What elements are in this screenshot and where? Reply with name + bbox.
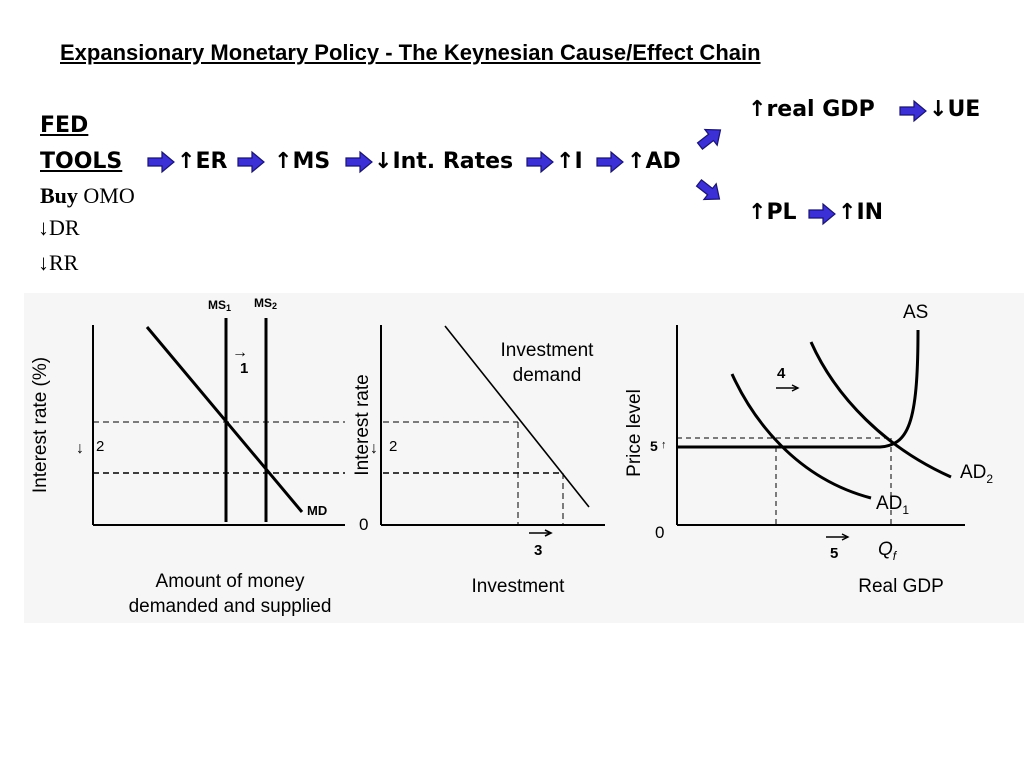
ad-item: ↑AD <box>627 149 681 174</box>
step-2-label: 2 <box>389 438 397 455</box>
down-arrow-icon: ↓ <box>38 250 49 275</box>
price-step-label: 5 <box>650 438 658 454</box>
money-market-graph: Interest rate (%) Amount of money demand… <box>30 296 345 617</box>
up-arrow-icon: ↑ <box>661 439 667 451</box>
pl-item: ↑PL <box>748 200 797 225</box>
investment-demand-curve <box>444 325 590 508</box>
up-arrow-icon: ↑ <box>748 200 767 225</box>
ad2-label: AD2 <box>960 462 993 486</box>
graph-panel <box>24 293 1024 623</box>
ms2-label: MS2 <box>254 296 277 311</box>
ad1-label: AD1 <box>876 493 909 517</box>
price-level-y-label: Price level <box>624 389 645 477</box>
int-rates-label: Int. Rates <box>392 149 514 174</box>
step-4-label: 4 <box>777 365 786 382</box>
money-x-label-line1: Amount of money <box>156 571 305 592</box>
buy-label: Buy <box>40 183 78 208</box>
investment-demand-label-line1: Investment <box>501 340 595 361</box>
money-x-label-line2: demanded and supplied <box>129 596 332 617</box>
money-y-label: Interest rate (%) <box>30 357 51 493</box>
ad1-curve <box>730 373 872 500</box>
qf-label: Qf <box>878 539 898 563</box>
buy-omo-label: Buy OMO <box>40 183 135 209</box>
zero-label: 0 <box>359 515 368 534</box>
right-arrow-icon <box>529 529 553 537</box>
er-item: ↑ER <box>177 149 227 174</box>
down-arrow-icon: ↓ <box>374 149 393 174</box>
ad2-curve <box>809 341 952 479</box>
i-label: I <box>574 149 583 174</box>
investment-y-label: Interest rate <box>352 374 373 475</box>
up-arrow-icon: ↑ <box>627 149 646 174</box>
real-gdp-x-label: Real GDP <box>858 576 944 597</box>
investment-item: ↑I <box>556 149 583 174</box>
in-label: IN <box>856 200 884 225</box>
step-3-label: 3 <box>534 542 542 559</box>
rr-label: RR <box>49 250 79 275</box>
down-arrow-icon: ↓ <box>370 440 378 457</box>
ms1-label: MS1 <box>208 298 231 313</box>
page-title: Expansionary Monetary Policy - The Keyne… <box>60 40 761 65</box>
reserve-requirement-label: ↓RR <box>38 250 78 276</box>
ad-label: AD <box>645 149 681 174</box>
down-arrow-icon: ↓ <box>929 97 948 122</box>
investment-x-label: Investment <box>472 576 566 597</box>
investment-graph: Interest rate Investment Investment dema… <box>352 325 605 597</box>
real-gdp-label: real GDP <box>766 97 875 122</box>
up-arrow-icon: ↑ <box>274 149 293 174</box>
er-label: ER <box>195 149 228 174</box>
ms-item: ↑MS <box>274 149 330 174</box>
right-arrow-icon <box>826 533 850 541</box>
up-arrow-icon: ↑ <box>556 149 575 174</box>
as-label: AS <box>903 302 928 323</box>
down-arrow-icon: ↓ <box>38 215 49 240</box>
real-gdp-item: ↑real GDP <box>748 97 875 122</box>
ue-item: ↓UE <box>929 97 980 122</box>
tools-label: TOOLS <box>40 149 123 174</box>
fed-label: FED <box>40 113 89 138</box>
interest-rates-item: ↓Int. Rates <box>374 149 513 174</box>
zero-label: 0 <box>655 523 664 542</box>
step-2-label: 2 <box>96 438 104 455</box>
up-arrow-icon: ↑ <box>177 149 196 174</box>
in-item: ↑IN <box>838 200 883 225</box>
up-arrow-icon: ↑ <box>838 200 857 225</box>
right-arrow-icon <box>776 384 800 392</box>
up-arrow-icon: ↑ <box>748 97 767 122</box>
ad-as-graph: Price level Real GDP AS AD1 AD2 0 5 ↑ 4 … <box>624 302 993 597</box>
step-5-label: 5 <box>830 545 838 562</box>
discount-rate-label: ↓DR <box>38 215 80 241</box>
omo-label: OMO <box>83 183 135 208</box>
ms-label: MS <box>292 149 331 174</box>
step-1-label: 1 <box>240 360 248 377</box>
as-curve <box>677 329 920 449</box>
down-arrow-icon: ↓ <box>76 440 84 457</box>
investment-demand-label-line2: demand <box>513 365 582 386</box>
ue-label: UE <box>947 97 981 122</box>
dr-label: DR <box>49 215 80 240</box>
pl-label: PL <box>766 200 797 225</box>
shift-arrow-icon: → <box>232 344 248 361</box>
md-label: MD <box>307 503 327 518</box>
